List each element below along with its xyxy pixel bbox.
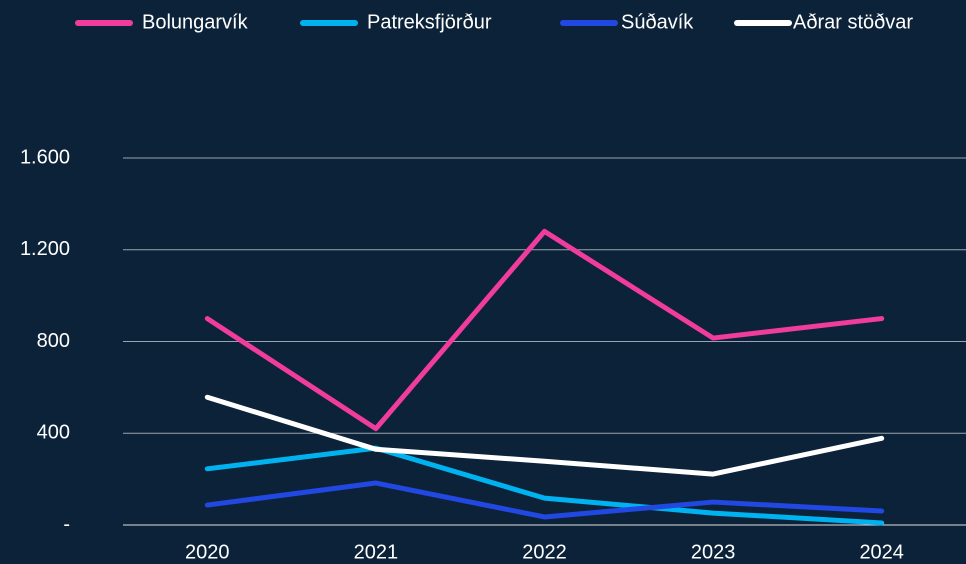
series-line [204, 228, 885, 432]
x-tick-label: 2022 [522, 541, 567, 563]
y-tick-label: 400 [37, 422, 70, 444]
legend-label: Aðrar stöðvar [793, 11, 913, 33]
y-tick-label: - [63, 513, 70, 535]
x-tick-label: 2024 [859, 541, 904, 563]
y-tick-label: 1.200 [20, 238, 70, 260]
legend-label: Súðavík [621, 11, 694, 33]
x-tick-label: 2023 [691, 541, 736, 563]
legend-label: Patreksfjörður [367, 11, 492, 33]
series-line [204, 480, 885, 520]
x-tick-label: 2021 [354, 541, 399, 563]
series-line [204, 445, 885, 526]
legend-label: Bolungarvík [142, 11, 249, 33]
x-tick-label: 2020 [185, 541, 230, 563]
y-tick-label: 1.600 [20, 146, 70, 168]
y-tick-label: 800 [37, 330, 70, 352]
series-line [204, 394, 885, 477]
